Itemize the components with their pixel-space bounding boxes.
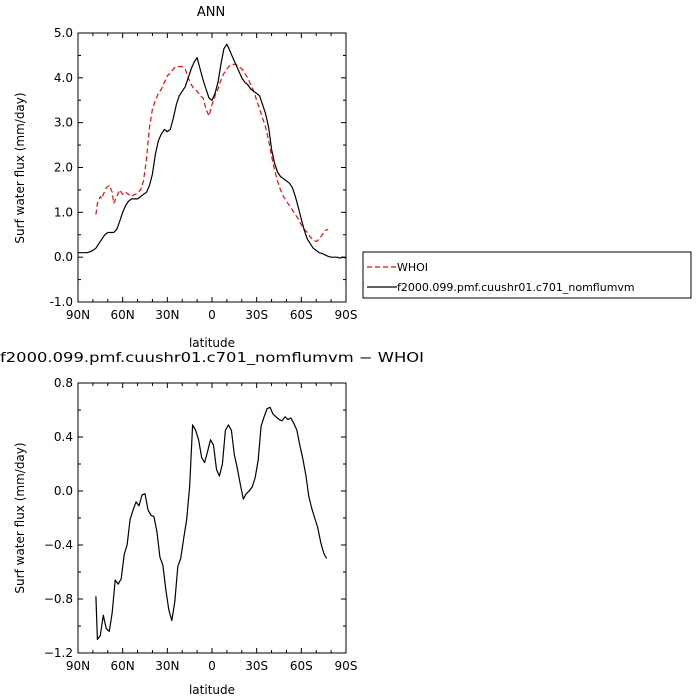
- bottom-series: [95, 406, 328, 641]
- top-y-tick-label: 2.0: [54, 161, 73, 175]
- top-y-tick-label: 4.0: [54, 71, 73, 85]
- top-series: [78, 43, 347, 259]
- legend: WHOI f2000.099.pmf.cuushr01.c701_nomflum…: [362, 251, 692, 299]
- bottom-y-tick-label: −1.2: [44, 646, 73, 660]
- bottom-ticks: 90N 60N 30N 0 30S 60S 90S −1.2 −0.8 −0.4 0.0 0.4 0.8: [44, 376, 358, 673]
- bottom-y-tick-label: −0.8: [44, 592, 73, 606]
- bottom-x-tick-label: 60N: [111, 659, 135, 673]
- top-series-line-2: [78, 43, 347, 259]
- panel-top: ANN 90N 60N 30N 0 30S 60S 90S -1.0 0.0 1.0 2.0 3.0 4…: [13, 5, 357, 350]
- top-x-tick-label: 30S: [245, 308, 268, 322]
- top-plot-frame: [77, 32, 347, 303]
- top-x-tick-label: 90N: [66, 308, 90, 322]
- top-y-tick-label: -1.0: [50, 295, 73, 309]
- bottom-x-tick-label: 90S: [335, 659, 358, 673]
- bottom-x-tick-label: 60S: [290, 659, 313, 673]
- bottom-x-tick-label: 30S: [245, 659, 268, 673]
- bottom-x-tick-label: 0: [208, 659, 216, 673]
- top-x-axis-label: latitude: [189, 336, 235, 350]
- top-y-tick-label: 5.0: [54, 26, 73, 40]
- bottom-y-tick-label: 0.0: [54, 484, 73, 498]
- top-ticks: 90N 60N 30N 0 30S 60S 90S -1.0 0.0 1.0 2.0 3.0 4.0 5.…: [50, 26, 358, 322]
- top-x-tick-label: 90S: [335, 308, 358, 322]
- top-chart-title: ANN: [197, 5, 225, 20]
- bottom-y-axis-label: Surf water flux (mm/day): [13, 442, 27, 593]
- bottom-y-tick-label: 0.4: [54, 430, 73, 444]
- top-y-tick-label: 0.0: [54, 250, 73, 264]
- legend-label-model: f2000.099.pmf.cuushr01.c701_nomflumvm: [397, 281, 635, 294]
- top-x-tick-label: 60N: [111, 308, 135, 322]
- bottom-plot-frame: [77, 382, 347, 654]
- top-y-tick-label: 1.0: [54, 205, 73, 219]
- top-x-tick-label: 60S: [290, 308, 313, 322]
- bottom-y-tick-label: −0.4: [44, 538, 73, 552]
- top-y-tick-label: 3.0: [54, 116, 73, 130]
- panel-bottom: f2000.099.pmf.cuushr01.c701_nomflumvm − …: [0, 351, 424, 697]
- legend-label-whoi: WHOI: [397, 261, 428, 274]
- top-y-axis-label: Surf water flux (mm/day): [13, 92, 27, 243]
- bottom-x-tick-label: 90N: [66, 659, 90, 673]
- bottom-chart-title: f2000.099.pmf.cuushr01.c701_nomflumvm − …: [0, 351, 424, 366]
- top-x-tick-label: 0: [208, 308, 216, 322]
- bottom-x-tick-label: 30N: [155, 659, 179, 673]
- bottom-y-tick-label: 0.8: [54, 376, 73, 390]
- top-x-tick-label: 30N: [155, 308, 179, 322]
- bottom-series-line-1: [95, 406, 328, 641]
- legend-box: [362, 251, 692, 299]
- bottom-x-axis-label: latitude: [189, 683, 235, 697]
- top-series-line-1: [95, 63, 329, 243]
